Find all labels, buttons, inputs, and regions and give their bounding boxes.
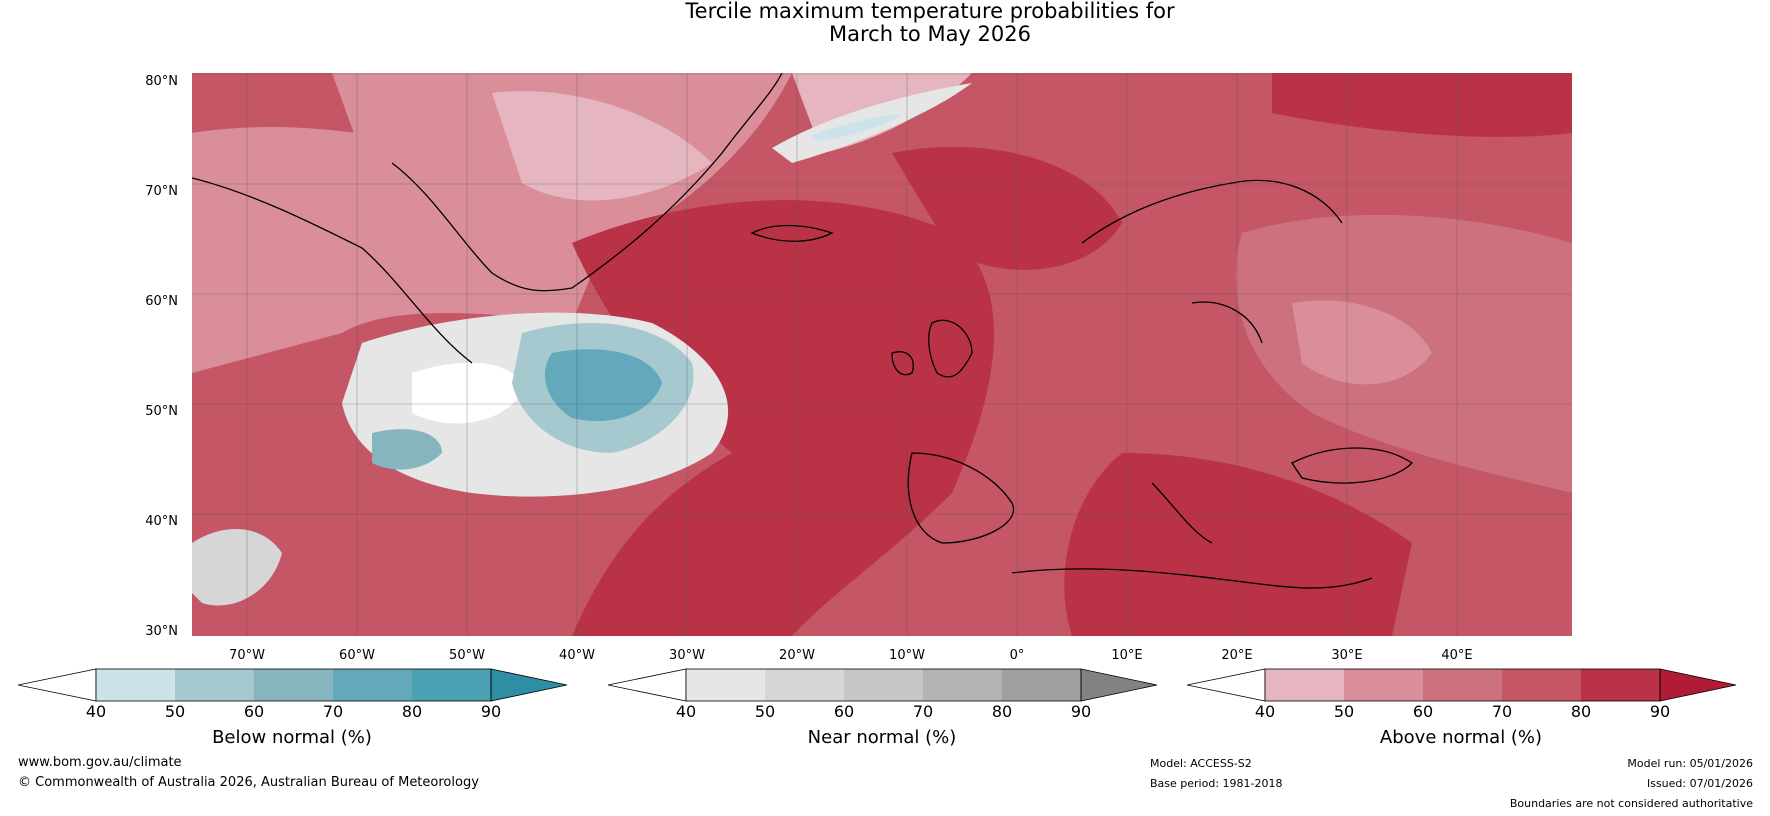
coast-scandinavia [1081,179,1343,244]
lat-label-80n: 80°N [145,74,178,89]
footer-copyright: © Commonwealth of Australia 2026, Austra… [18,775,479,790]
colorbar-above-segment [1344,669,1423,701]
colorbar-above-tick: 80 [1570,702,1592,721]
lon-label-50w: 50°W [449,648,485,663]
colorbar-near-min-arrow [608,668,687,702]
colorbar-below-segment [96,669,175,701]
probability-map [192,73,1572,636]
title-line-1: Tercile maximum temperature probabilitie… [685,0,1175,23]
coast-iceland [750,224,834,242]
colorbar-near-tick: 90 [1070,702,1092,721]
colorbar-near-label: Near normal (%) [807,727,957,748]
colorbar-below-tick: 50 [164,702,186,721]
colorbar-above-normal [1187,668,1737,702]
colorbar-below-normal [18,668,568,702]
colorbar-below-tick: 40 [85,702,107,721]
colorbar-above-segment [1423,669,1502,701]
colorbar-above-segment [1581,669,1660,701]
colorbar-above-segment [1265,669,1344,701]
lat-label-60n: 60°N [145,294,178,309]
footer-website: www.bom.gov.au/climate [18,755,182,770]
colorbar-near-max-arrow [1080,668,1158,702]
colorbar-near-segment [923,669,1002,701]
lon-label-10w: 10°W [889,648,925,663]
footer-issued: Issued: 07/01/2026 [1646,777,1753,790]
lat-label-50n: 50°N [145,404,178,419]
region-mediterranean-above-80 [1064,453,1412,636]
colorbar-below-segment [412,669,491,701]
colorbar-near-tick: 40 [675,702,697,721]
lon-label-20e: 20°E [1221,648,1253,663]
colorbar-above-segment [1502,669,1581,701]
colorbar-near-normal [608,668,1158,702]
colorbar-near-tick: 60 [833,702,855,721]
coast-italy [1151,482,1213,544]
colorbar-below-tick: 80 [401,702,423,721]
colorbar-above-tick: 90 [1649,702,1671,721]
coast-labrador [192,177,473,364]
lat-label-70n: 70°N [145,184,178,199]
footer-base-period: Base period: 1981-2018 [1150,777,1283,790]
footer-disclaimer: Boundaries are not considered authoritat… [1509,797,1753,810]
colorbar-near-segment [686,669,765,701]
region-eastern-europe-above-50 [1292,300,1432,385]
lat-label-30n: 30°N [145,624,178,639]
coast-iberia [907,452,1015,544]
lat-label-40n: 40°N [145,514,178,529]
colorbar-above-label: Above normal (%) [1379,727,1543,748]
region-sw-near-normal [192,529,282,606]
colorbar-below-min-arrow [18,668,97,702]
colorbar-near-tick: 80 [991,702,1013,721]
region-atlantic-above-80 [572,200,994,636]
colorbar-near-tick: 50 [754,702,776,721]
colorbar-near-segment [765,669,844,701]
lon-label-30w: 30°W [669,648,705,663]
coast-uk [928,319,973,378]
title-line-2: March to May 2026 [829,22,1031,46]
colorbar-above-max-arrow [1659,668,1737,702]
lon-label-10e: 10°E [1111,648,1143,663]
colorbar-below-max-arrow [490,668,568,702]
lon-label-60w: 60°W [339,648,375,663]
coast-black-sea [1291,447,1414,484]
colorbar-below-label: Below normal (%) [212,727,372,748]
colorbar-below-tick: 90 [480,702,502,721]
lon-label-0: 0° [1009,648,1025,663]
colorbar-above-min-arrow [1187,668,1266,702]
region-below-normal-south [372,429,442,470]
lon-label-30e: 30°E [1331,648,1363,663]
colorbar-below-tick: 70 [322,702,344,721]
colorbar-below-segment [175,669,254,701]
footer-model-run: Model run: 05/01/2026 [1627,757,1753,770]
region-below-normal-70 [544,349,662,422]
coast-baltic [1191,301,1263,344]
lon-label-20w: 20°W [779,648,815,663]
colorbar-below-tick: 60 [243,702,265,721]
colorbar-near-segment [844,669,923,701]
coast-ireland [891,351,914,376]
colorbar-near-tick: 70 [912,702,934,721]
lon-label-70w: 70°W [229,648,265,663]
lon-label-40w: 40°W [559,648,595,663]
colorbar-above-tick: 50 [1333,702,1355,721]
colorbar-above-tick: 70 [1491,702,1513,721]
colorbar-near-segment [1002,669,1081,701]
colorbar-below-segment [333,669,412,701]
chart-title: Tercile maximum temperature probabilitie… [0,0,1770,46]
region-arctic-below-normal [812,114,902,141]
colorbar-above-tick: 40 [1254,702,1276,721]
colorbar-below-segment [254,669,333,701]
footer-model: Model: ACCESS-S2 [1150,757,1252,770]
region-greenland-above-40 [492,91,712,201]
region-norwegian-sea-above-80 [892,146,1122,270]
colorbar-above-tick: 60 [1412,702,1434,721]
lon-label-40e: 40°E [1441,648,1473,663]
graticule [192,73,1572,636]
